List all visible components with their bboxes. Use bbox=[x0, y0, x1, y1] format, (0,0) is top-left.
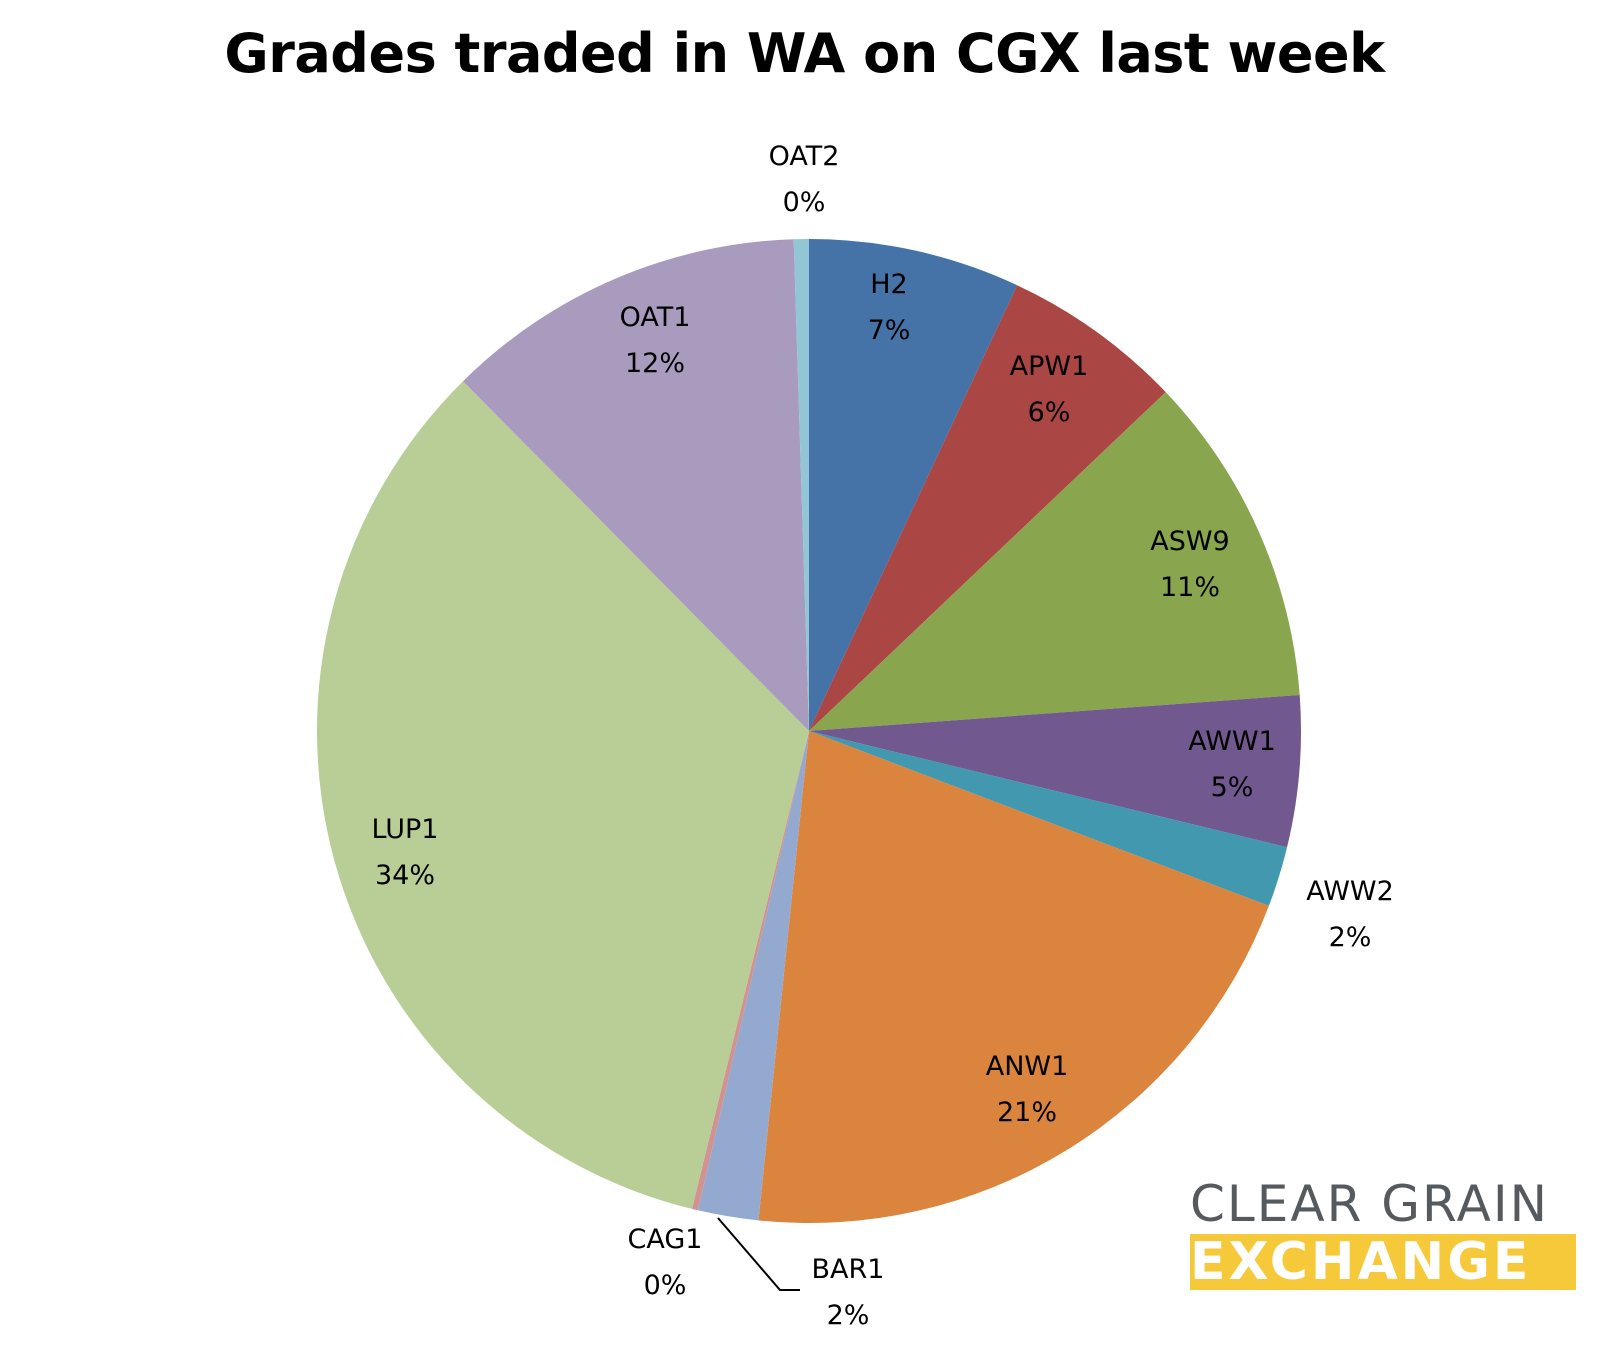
clear-grain-exchange-logo: CLEAR GRAIN EXCHANGE bbox=[1190, 1178, 1580, 1290]
slice-label-lup1: LUP1 bbox=[372, 814, 439, 845]
slice-percent-aww2: 2% bbox=[1329, 922, 1372, 953]
slice-percent-asw9: 11% bbox=[1160, 572, 1220, 603]
slice-label-cag1: CAG1 bbox=[628, 1224, 703, 1255]
slice-percent-anw1: 21% bbox=[997, 1097, 1057, 1128]
slice-percent-lup1: 34% bbox=[375, 860, 435, 891]
slice-percent-oat1: 12% bbox=[625, 348, 685, 379]
logo-line-2: EXCHANGE bbox=[1190, 1234, 1576, 1290]
slice-label-bar1: BAR1 bbox=[812, 1254, 885, 1285]
pie-slice-apw1 bbox=[809, 285, 1166, 731]
chart-title: Grades traded in WA on CGX last week bbox=[224, 22, 1385, 85]
slice-percent-oat2: 0% bbox=[783, 187, 826, 218]
pie-slice-oat1 bbox=[463, 239, 809, 732]
pie-slice-asw9 bbox=[809, 392, 1300, 731]
leader-line-bar1 bbox=[717, 1217, 800, 1291]
pie-slice-h2 bbox=[809, 239, 1018, 731]
pie-slice-aww1 bbox=[809, 694, 1302, 848]
slice-label-aww2: AWW2 bbox=[1306, 876, 1394, 907]
slice-percent-cag1: 0% bbox=[644, 1270, 687, 1301]
pie-slice-bar1 bbox=[697, 731, 809, 1221]
slice-label-oat2: OAT2 bbox=[769, 141, 840, 172]
slice-percent-h2: 7% bbox=[868, 315, 911, 346]
slice-label-anw1: ANW1 bbox=[986, 1051, 1069, 1082]
pie-slice-cag1 bbox=[691, 731, 809, 1211]
slice-percent-apw1: 6% bbox=[1028, 397, 1071, 428]
logo-line-1: CLEAR GRAIN bbox=[1190, 1175, 1550, 1233]
pie-slice-lup1 bbox=[317, 381, 809, 1209]
slice-percent-bar1: 2% bbox=[827, 1300, 870, 1331]
slice-label-asw9: ASW9 bbox=[1150, 526, 1229, 557]
slice-percent-aww1: 5% bbox=[1211, 772, 1254, 803]
slice-label-h2: H2 bbox=[870, 269, 907, 300]
slice-label-oat1: OAT1 bbox=[620, 302, 691, 333]
pie-slice-anw1 bbox=[758, 731, 1269, 1223]
pie-slice-oat2 bbox=[793, 239, 809, 731]
slice-label-aww1: AWW1 bbox=[1188, 726, 1276, 757]
pie-slice-aww2 bbox=[809, 731, 1288, 906]
slice-label-apw1: APW1 bbox=[1010, 351, 1089, 382]
